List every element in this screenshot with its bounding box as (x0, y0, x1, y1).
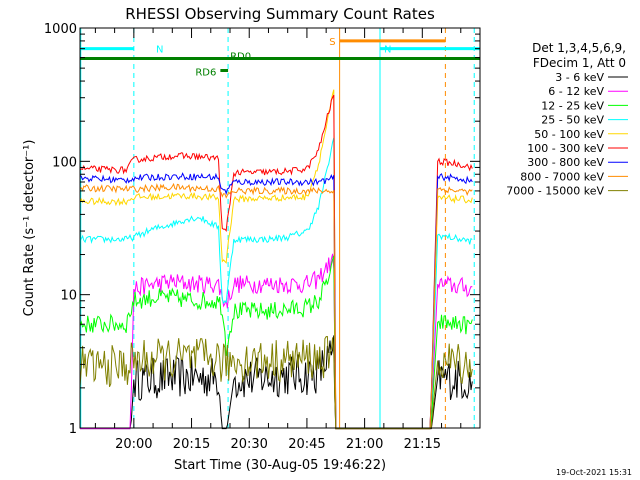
chart-title: RHESSI Observing Summary Count Rates (125, 5, 435, 23)
legend-entry-label: 12 - 25 keV (541, 99, 604, 112)
y-tick-label: 1 (69, 422, 77, 437)
axis-layer: 1 10 100 1000 20:00 20:15 20:30 20:45 21:00 21:15 (44, 22, 480, 452)
series-line (79, 94, 473, 430)
series-line (79, 89, 473, 430)
series-line (79, 172, 473, 430)
legend-entry-label: 3 - 6 keV (555, 71, 604, 84)
x-tick-label: 21:00 (346, 437, 383, 452)
state-label: N (384, 45, 391, 56)
state-label: RD6 (195, 68, 216, 79)
series-line (79, 335, 473, 430)
y-tick-label: 100 (52, 155, 77, 170)
y-tick-label: 1000 (44, 22, 77, 37)
series-line (79, 182, 473, 430)
series-line (79, 137, 473, 430)
x-tick-label: 20:15 (173, 437, 210, 452)
x-tick-label: 20:30 (230, 437, 267, 452)
footer-timestamp: 19-Oct-2021 15:31 (556, 468, 632, 477)
legend-entry-label: 100 - 300 keV (527, 142, 604, 155)
legend-entry-label: 6 - 12 keV (548, 85, 604, 98)
legend-header-line: Det 1,3,4,5,6,9, (532, 41, 626, 55)
plot-frame (79, 27, 481, 429)
state-label: S (329, 37, 335, 48)
legend-entry-label: 50 - 100 keV (534, 128, 604, 141)
y-axis-label: Count Rate (s⁻¹ detector⁻¹) (22, 140, 37, 317)
annotation-layer: N N S RD0 RD6 (80, 28, 480, 428)
series-layer (79, 89, 473, 430)
state-label: N (156, 45, 163, 56)
x-axis-label: Start Time (30-Aug-05 19:46:22) (174, 458, 386, 473)
y-tick-label: 10 (60, 289, 77, 304)
x-tick-label: 20:45 (288, 437, 325, 452)
legend-entry-label: 300 - 800 keV (527, 156, 604, 169)
legend-entry-label: 800 - 7000 keV (520, 170, 604, 183)
legend-header-line: FDecim 1, Att 0 (533, 56, 626, 70)
legend-entry-label: 7000 - 15000 keV (506, 185, 604, 198)
x-tick-label: 20:00 (115, 437, 152, 452)
legend: Det 1,3,4,5,6,9, FDecim 1, Att 0 3 - 6 k… (506, 41, 628, 198)
state-label: RD0 (230, 52, 251, 63)
legend-entry-label: 25 - 50 keV (541, 114, 604, 127)
series-line (79, 255, 473, 430)
x-tick-label: 21:15 (404, 437, 441, 452)
